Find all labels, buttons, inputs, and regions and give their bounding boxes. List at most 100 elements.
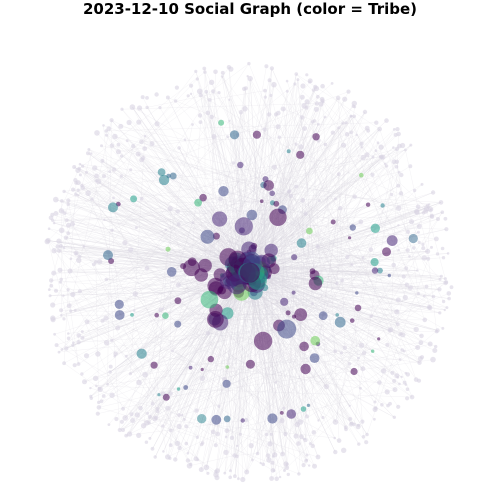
graph-node (82, 245, 86, 248)
graph-edge (247, 76, 319, 281)
graph-node (350, 367, 358, 376)
graph-edge (139, 107, 251, 272)
graph-node (58, 227, 65, 234)
graph-edge (126, 310, 217, 357)
graph-node (217, 404, 221, 408)
graph-edge (119, 304, 423, 358)
graph-edge (167, 218, 220, 457)
graph-node (183, 138, 187, 141)
graph-node (437, 287, 442, 292)
graph-edge (249, 270, 336, 453)
graph-node (424, 284, 429, 289)
graph-node (397, 170, 401, 174)
graph-edge (249, 271, 406, 374)
graph-edge (81, 176, 105, 186)
graph-node (402, 294, 408, 301)
social-graph (44, 61, 454, 483)
graph-edge (221, 76, 244, 227)
graph-node (78, 162, 82, 166)
graph-edge (237, 164, 241, 265)
graph-edge (130, 292, 357, 374)
graph-edge (249, 202, 442, 272)
graph-node (173, 99, 178, 103)
graph-edge (60, 282, 305, 440)
graph-node (374, 120, 379, 125)
graph-node (111, 167, 117, 172)
graph-node (280, 106, 286, 112)
graph-node (48, 294, 52, 298)
graph-edge (80, 174, 221, 323)
graph-edge (87, 315, 324, 322)
graph-node (140, 423, 147, 429)
graph-node (114, 416, 119, 422)
graph-node (449, 285, 454, 290)
graph-node (101, 394, 106, 398)
graph-edge (204, 68, 324, 316)
graph-node (223, 449, 229, 455)
graph-node (87, 148, 91, 151)
graph-node (134, 412, 140, 418)
graph-node (373, 417, 376, 421)
graph-node (66, 198, 71, 203)
graph-edge (246, 86, 316, 283)
graph-node (370, 258, 379, 267)
graph-edge (241, 128, 380, 231)
graph-node (127, 247, 134, 253)
graph-edge (251, 134, 258, 263)
graph-edge (290, 195, 422, 343)
graph-node (297, 419, 304, 425)
graph-node (142, 371, 148, 378)
graph-node (73, 309, 77, 312)
graph-node (47, 227, 51, 230)
graph-edge (112, 322, 221, 396)
graph-edge (325, 115, 352, 145)
graph-node (416, 292, 421, 296)
graph-edge (238, 284, 404, 336)
graph-node (302, 126, 308, 131)
graph-edge (246, 209, 432, 274)
graph-edge (270, 251, 428, 261)
graph-node (204, 89, 209, 94)
graph-node (323, 383, 330, 390)
graph-edge (312, 121, 327, 387)
graph-edge (118, 146, 134, 205)
graph-edge (269, 80, 441, 280)
graph-edge (253, 201, 262, 247)
graph-node (400, 348, 405, 352)
graph-edge (130, 232, 419, 374)
graph-edge (227, 136, 352, 425)
graph-node (134, 226, 138, 230)
graph-node (70, 221, 75, 227)
graph-edge (58, 240, 395, 418)
graph-node (333, 449, 338, 455)
graph-node (269, 476, 274, 481)
graph-node (243, 417, 249, 423)
graph-edge (111, 184, 264, 262)
graph-node (144, 440, 149, 444)
graph-edge (301, 120, 315, 244)
graph-edge (146, 107, 256, 273)
graph-node (315, 454, 321, 460)
graph-node (361, 256, 365, 260)
graph-node (59, 308, 64, 313)
graph-node (60, 199, 64, 203)
graph-node (149, 141, 155, 147)
graph-edge (293, 292, 298, 425)
graph-edge (273, 143, 362, 259)
graph-edge (258, 272, 435, 351)
graph-edge (257, 280, 364, 369)
graph-node (213, 69, 218, 75)
graph-node (225, 365, 230, 369)
graph-edge (253, 272, 397, 312)
graph-edge (79, 168, 228, 314)
graph-edge (90, 275, 223, 397)
graph-node (228, 469, 232, 473)
graph-node (147, 414, 152, 419)
graph-edge (243, 124, 319, 255)
graph-edge (294, 116, 351, 258)
graph-node (103, 218, 106, 221)
graph-edge (189, 455, 235, 466)
graph-node (427, 206, 434, 213)
graph-node (334, 197, 337, 201)
graph-edge (51, 285, 146, 375)
